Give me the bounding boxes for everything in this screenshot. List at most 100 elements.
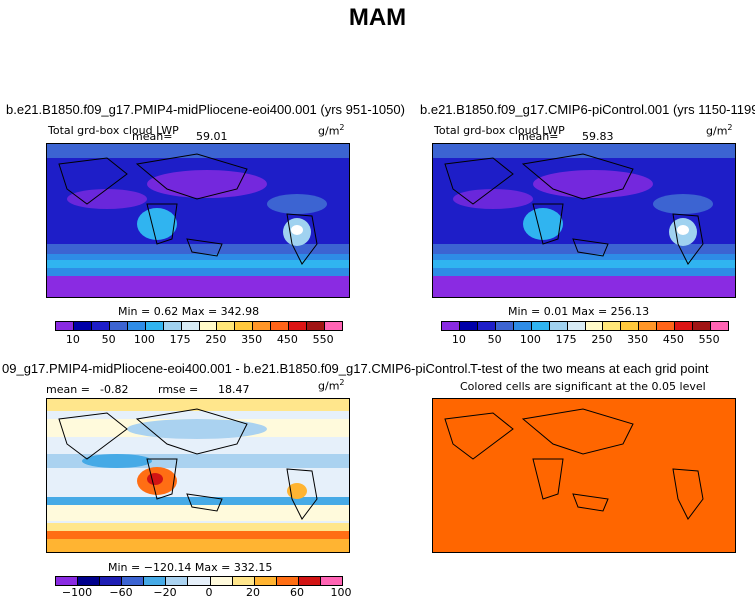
panel3-mean-label: mean =: [46, 383, 90, 396]
colorbar-tick-label: 0: [205, 586, 213, 599]
panel2-mean-label: mean=: [518, 130, 559, 143]
colorbar-tick-label: 10: [65, 333, 80, 346]
panel4-significance-field: [433, 399, 735, 552]
colorbar-tick-label: 450: [662, 333, 684, 346]
cbar2-swatch: [585, 322, 604, 330]
cbar1-swatch: [56, 322, 74, 330]
cbar1-swatch: [163, 322, 182, 330]
panel4-map: [432, 398, 736, 553]
cbar2-swatch: [477, 322, 496, 330]
cbar3-swatch: [298, 577, 321, 585]
panel1-mean-value: 59.01: [196, 130, 228, 143]
cbar2-swatch: [531, 322, 550, 330]
cbar1-swatch: [217, 322, 236, 330]
cbar1-swatch: [289, 322, 308, 330]
colorbar-tick-label: 100: [330, 586, 352, 599]
cbar3-swatch: [144, 577, 167, 585]
cbar3-swatch: [320, 577, 343, 585]
panel2-colorbar-ticks: 10 50 100 175 250 350 450 550: [441, 333, 727, 347]
panel2-lwp-field: [433, 144, 735, 297]
panel1-colorbar: [55, 321, 343, 331]
cbar2-swatch: [513, 322, 532, 330]
panel1-title: b.e21.B1850.f09_g17.PMIP4-midPliocene-eo…: [6, 102, 405, 117]
cbar3-swatch: [56, 577, 79, 585]
panel3-title: 09_g17.PMIP4-midPliocene-eoi400.001 - b.…: [2, 361, 470, 376]
figure-title: MAM: [348, 4, 407, 31]
colorbar-tick-label: 10: [451, 333, 466, 346]
cbar1-swatch: [235, 322, 254, 330]
colorbar-tick-label: 550: [698, 333, 720, 346]
cbar2-swatch: [459, 322, 478, 330]
ttest-fill: [433, 399, 735, 552]
panel2-title: b.e21.B1850.f09_g17.CMIP6-piControl.001 …: [420, 102, 755, 117]
panel3-rmse-label: rmse =: [158, 383, 199, 396]
colorbar-tick-label: 350: [241, 333, 263, 346]
panel4-subtitle: Colored cells are significant at the 0.0…: [460, 380, 706, 393]
colorbar-tick-label: 550: [312, 333, 334, 346]
cbar1-swatch: [271, 322, 290, 330]
panel3-colorbar-ticks: −100 −60 −20 0 20 60 100: [55, 586, 352, 600]
cbar2-swatch: [621, 322, 640, 330]
panel3-colorbar: [55, 576, 343, 586]
panel3-difference-field: [47, 399, 349, 552]
cbar3-swatch: [188, 577, 211, 585]
cbar3-swatch: [100, 577, 123, 585]
cbar3-swatch: [122, 577, 145, 585]
cbar2-swatch: [442, 322, 460, 330]
panel1-colorbar-ticks: 10 50 100 175 250 350 450 550: [55, 333, 341, 347]
cbar2-swatch: [639, 322, 658, 330]
colorbar-tick-label: 100: [133, 333, 155, 346]
cbar2-swatch: [693, 322, 712, 330]
colorbar-tick-label: 250: [205, 333, 227, 346]
panel1-map: [46, 143, 350, 298]
cbar2-swatch: [657, 322, 676, 330]
panel2-mean-value: 59.83: [582, 130, 614, 143]
cbar2-swatch: [567, 322, 586, 330]
panel2-units: g/m2: [706, 123, 733, 138]
colorbar-tick-label: 20: [246, 586, 260, 599]
colorbar-tick-label: 60: [290, 586, 304, 599]
colorbar-tick-label: −20: [153, 586, 177, 599]
panel1-units: g/m2: [318, 123, 345, 138]
panel3-units: g/m2: [318, 378, 345, 393]
panel1-lwp-field: [47, 144, 349, 297]
panel3-map: [46, 398, 350, 553]
colorbar-tick-label: 350: [627, 333, 649, 346]
colorbar-tick-label: 175: [169, 333, 191, 346]
cbar1-swatch: [181, 322, 200, 330]
cbar2-swatch: [549, 322, 568, 330]
panel1-stats: Min = 0.62 Max = 342.98: [118, 305, 260, 318]
panel3-mean-value: -0.82: [100, 383, 129, 396]
cbar3-swatch: [210, 577, 233, 585]
colorbar-tick-label: 175: [555, 333, 577, 346]
cbar1-swatch: [145, 322, 164, 330]
cbar1-swatch: [325, 322, 342, 330]
cbar2-swatch: [495, 322, 514, 330]
cbar3-swatch: [78, 577, 101, 585]
colorbar-tick-label: −100: [61, 586, 93, 599]
panel1-variable: Total grd-box cloud LWP: [48, 124, 179, 137]
cbar1-swatch: [73, 322, 92, 330]
cbar2-swatch: [603, 322, 622, 330]
colorbar-tick-label: 450: [276, 333, 298, 346]
panel1-mean-label: mean=: [132, 130, 173, 143]
cbar1-swatch: [127, 322, 146, 330]
panel3-stats: Min = −120.14 Max = 332.15: [108, 561, 273, 574]
panel4-title: T-test of the two means at each grid poi…: [470, 361, 709, 376]
colorbar-tick-label: 50: [487, 333, 502, 346]
cbar1-swatch: [91, 322, 110, 330]
colorbar-tick-label: 100: [519, 333, 541, 346]
cbar1-swatch: [253, 322, 272, 330]
panel2-map: [432, 143, 736, 298]
cbar3-swatch: [276, 577, 299, 585]
panel3-rmse-value: 18.47: [218, 383, 250, 396]
cbar2-swatch: [675, 322, 694, 330]
cbar1-swatch: [307, 322, 326, 330]
cbar3-swatch: [232, 577, 255, 585]
panel2-stats: Min = 0.01 Max = 256.13: [508, 305, 650, 318]
panel2-variable: Total grd-box cloud LWP: [434, 124, 565, 137]
cbar1-swatch: [109, 322, 128, 330]
cbar3-swatch: [254, 577, 277, 585]
colorbar-tick-label: 250: [591, 333, 613, 346]
panel2-colorbar: [441, 321, 729, 331]
